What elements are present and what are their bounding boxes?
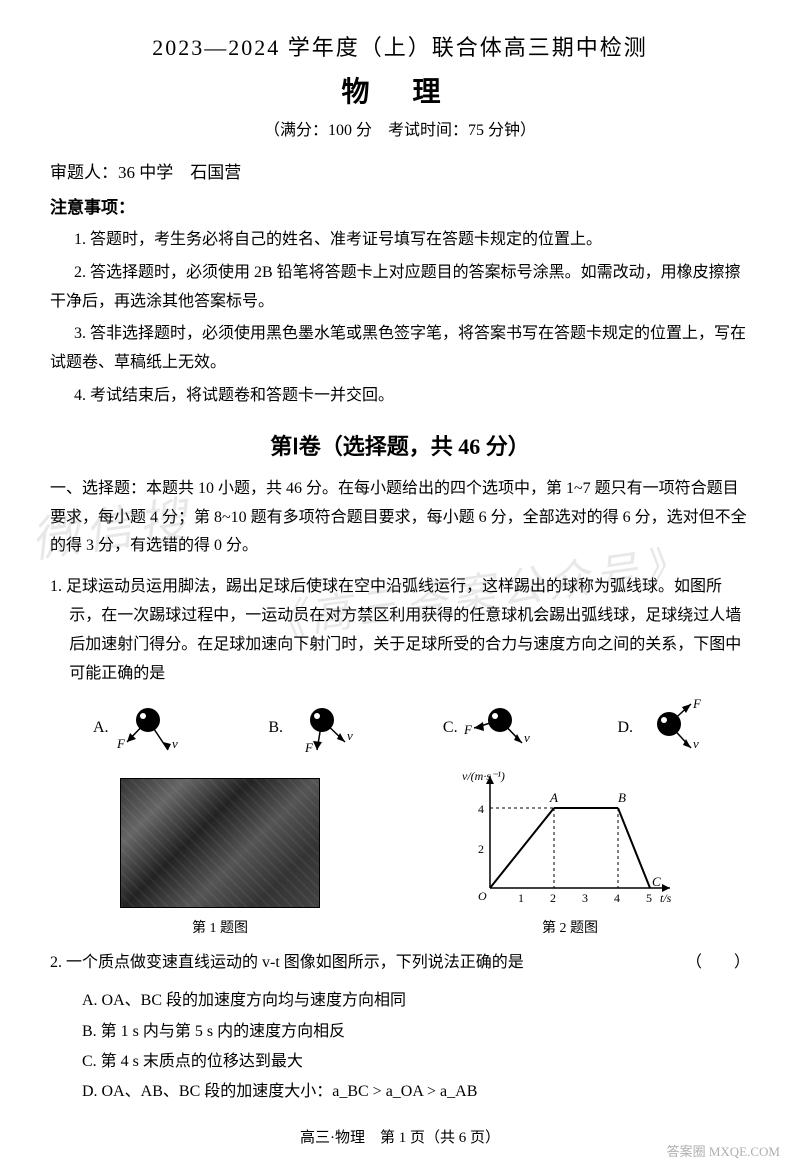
svg-text:v: v [524,730,530,745]
q2-chart: v/(m·s⁻¹) t/s O 1 2 3 4 5 2 4 A B C [460,768,680,908]
svg-text:F: F [463,722,473,737]
svg-text:v: v [347,728,353,743]
svg-text:4: 4 [614,891,620,905]
q1-diagram-b: v F [287,698,357,758]
q1-option-a: A. v F [93,698,183,758]
subject-title: 物 理 [50,70,750,110]
svg-text:F: F [304,740,314,755]
section-1-title: 第Ⅰ卷（选择题，共 46 分） [50,429,750,461]
q1-option-b: B. v F [268,698,357,758]
q2-option-d: D. OA、AB、BC 段的加速度大小：a_BC > a_OA > a_AB [82,1077,750,1107]
svg-text:B: B [618,790,626,805]
svg-text:3: 3 [582,891,588,905]
svg-text:F: F [116,736,126,751]
q1-figure: 第 1 题图 [120,778,320,937]
svg-text:2: 2 [550,891,556,905]
notice-item-3: 3. 答非选择题时，必须使用黑色墨水笔或黑色签字笔，将答案书写在答题卡规定的位置… [50,320,750,378]
exam-info: （满分：100 分 考试时间：75 分钟） [50,116,750,140]
svg-text:4: 4 [478,802,484,816]
q2-options: A. OA、BC 段的加速度方向均与速度方向相同 B. 第 1 s 内与第 5 … [50,986,750,1108]
q1-option-c: C. v F [443,698,532,758]
q1-caption: 第 1 题图 [120,917,320,937]
q2-option-c: C. 第 4 s 末质点的位移达到最大 [82,1047,750,1077]
q2-option-a: A. OA、BC 段的加速度方向均与速度方向相同 [82,986,750,1016]
svg-text:v: v [693,736,699,751]
notice-title: 注意事项： [50,193,750,218]
q2-option-b: B. 第 1 s 内与第 5 s 内的速度方向相反 [82,1017,750,1047]
q1-diagram-a: v F [113,698,183,758]
q1-diagram-c: v F [462,698,532,758]
question-1: 1. 足球运动员运用脚法，踢出足球后使球在空中沿弧线运行，这样踢出的球称为弧线球… [50,573,750,688]
svg-text:5: 5 [646,891,652,905]
exam-title: 2023—2024 学年度（上）联合体高三期中检测 [50,30,750,62]
svg-text:A: A [549,790,558,805]
q2-figure: v/(m·s⁻¹) t/s O 1 2 3 4 5 2 4 A B C 第 2 … [460,768,680,937]
q1-photo [120,778,320,908]
reviewer-line: 审题人：36 中学 石国营 [50,158,750,183]
q1-options-row: A. v F B. v F C. [50,698,750,758]
section-1-intro: 一、选择题：本题共 10 小题，共 46 分。在每小题给出的四个选项中，第 1~… [50,475,750,561]
svg-text:1: 1 [518,891,524,905]
notice-item-2: 2. 答选择题时，必须使用 2B 铅笔将答题卡上对应题目的答案标号涂黑。如需改动… [50,259,750,317]
svg-text:C: C [652,874,661,889]
question-2: 2. 一个质点做变速直线运动的 v-t 图像如图所示，下列说法正确的是 （ ） [50,949,750,978]
q2-caption: 第 2 题图 [460,917,680,937]
notice-item-4: 4. 考试结束后，将试题卷和答题卡一并交回。 [50,382,750,411]
corner-mark: 答案圈 MXQE.COM [667,1141,780,1160]
svg-text:v/(m·s⁻¹): v/(m·s⁻¹) [462,769,505,783]
q1-option-d: D. v F [617,698,707,758]
svg-text:F: F [692,698,702,711]
svg-text:v: v [172,736,178,751]
notice-item-1: 1. 答题时，考生务必将自己的姓名、准考证号填写在答题卡规定的位置上。 [50,226,750,255]
q1-diagram-d: v F [637,698,707,758]
svg-text:2: 2 [478,842,484,856]
svg-text:O: O [478,889,487,903]
page-footer: 高三·物理 第 1 页（共 6 页） [50,1126,750,1147]
q2-paren: （ ） [705,949,750,978]
figures-row: 第 1 题图 v/(m·s⁻¹) t/s O 1 2 3 4 5 2 4 A B [50,768,750,937]
svg-text:t/s: t/s [660,891,672,905]
